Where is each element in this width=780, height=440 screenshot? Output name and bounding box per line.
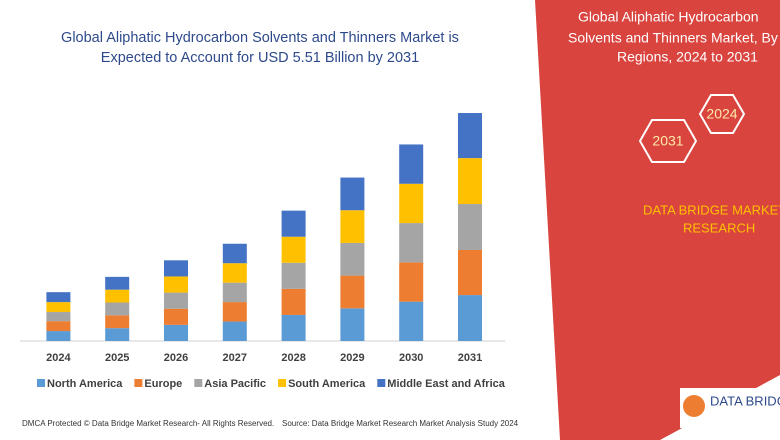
panel-heading: Regions, 2024 to 2031 bbox=[617, 49, 758, 65]
x-tick-label: 2026 bbox=[164, 352, 188, 364]
plot: 2024 2025 2026 2027 2028 2029 2030 2031 North Am… bbox=[37, 113, 506, 390]
panel-heading: Solvents and Thinners Market, By bbox=[568, 30, 778, 46]
bar-segment bbox=[281, 314, 306, 341]
badge-hexagon bbox=[698, 94, 746, 134]
legend-label: Middle East and Africa bbox=[387, 378, 505, 390]
footer-left: DMCA Protected © Data Bridge Market Rese… bbox=[22, 419, 274, 428]
bar-segment bbox=[399, 262, 424, 302]
bar-segment bbox=[46, 312, 71, 322]
bar-segment bbox=[46, 321, 71, 332]
bar-segment bbox=[46, 331, 71, 341]
legend-label: Europe bbox=[144, 378, 182, 390]
bar-segment bbox=[458, 204, 482, 250]
bar-segment bbox=[399, 223, 424, 263]
logo-icon bbox=[683, 395, 705, 417]
bar-segment bbox=[399, 144, 424, 184]
bar-segment bbox=[399, 301, 424, 341]
legend-swatch bbox=[278, 379, 287, 387]
bar-segment bbox=[458, 249, 482, 296]
legend-label: North America bbox=[47, 378, 123, 390]
bar-segment bbox=[105, 276, 130, 290]
bar-segment bbox=[164, 324, 188, 341]
chart-title: Global Aliphatic Hydrocarbon Solvents an… bbox=[61, 30, 459, 46]
bar-segment bbox=[281, 288, 306, 315]
legend-swatch bbox=[37, 379, 45, 387]
panel-brand: RESEARCH bbox=[683, 220, 755, 235]
x-tick-label: 2030 bbox=[399, 352, 423, 364]
bar-segment bbox=[105, 328, 130, 341]
logo-text: DATA BRIDGE bbox=[710, 393, 780, 408]
legend-swatch bbox=[194, 379, 203, 387]
bar-segment bbox=[46, 302, 71, 313]
bar-segment bbox=[164, 260, 188, 277]
bar-segment bbox=[222, 302, 247, 322]
legend-label: Asia Pacific bbox=[204, 378, 266, 390]
bar-segment bbox=[281, 236, 306, 263]
legend-swatch bbox=[377, 379, 386, 387]
footer-right: Source: Data Bridge Market Research Mark… bbox=[282, 419, 519, 428]
bar-segment bbox=[164, 276, 188, 293]
legend-swatch bbox=[134, 379, 143, 387]
x-tick-label: 2031 bbox=[458, 352, 482, 364]
bar-segment bbox=[46, 292, 71, 303]
panel-brand: DATA BRIDGE MARKET bbox=[643, 202, 780, 217]
side-panel bbox=[535, 0, 780, 440]
bar-segment bbox=[399, 183, 424, 224]
bar-segment bbox=[458, 295, 482, 341]
badge-label: 2024 bbox=[706, 106, 737, 122]
bar-segment bbox=[340, 242, 365, 276]
bar-segment bbox=[222, 321, 247, 341]
x-tick-label: 2027 bbox=[223, 352, 247, 364]
x-tick-label: 2029 bbox=[340, 352, 364, 364]
legend-label: South America bbox=[288, 378, 366, 390]
badge-hexagon bbox=[638, 119, 698, 163]
bar-segment bbox=[105, 289, 130, 303]
bar-segment bbox=[340, 275, 365, 309]
bar-segment bbox=[222, 282, 247, 303]
bar-segment bbox=[164, 308, 188, 325]
panel-heading: Global Aliphatic Hydrocarbon bbox=[578, 9, 759, 25]
bar-segment bbox=[222, 243, 247, 264]
badge-label: 2031 bbox=[652, 133, 683, 149]
bar-segment bbox=[105, 302, 130, 316]
bar-segment bbox=[281, 210, 306, 237]
bar-segment bbox=[340, 210, 365, 243]
x-tick-label: 2028 bbox=[281, 352, 305, 364]
x-tick-label: 2025 bbox=[105, 352, 129, 364]
bar-segment bbox=[458, 113, 482, 159]
bar-segment bbox=[458, 158, 482, 205]
chart-title: Expected to Account for USD 5.51 Billion… bbox=[101, 50, 419, 66]
bar-segment bbox=[281, 262, 306, 289]
bar-segment bbox=[105, 315, 130, 329]
x-tick-label: 2024 bbox=[46, 352, 71, 364]
bar-segment bbox=[340, 177, 365, 211]
bar-segment bbox=[340, 308, 365, 341]
bar-segment bbox=[222, 263, 247, 283]
bar-segment bbox=[164, 292, 188, 309]
